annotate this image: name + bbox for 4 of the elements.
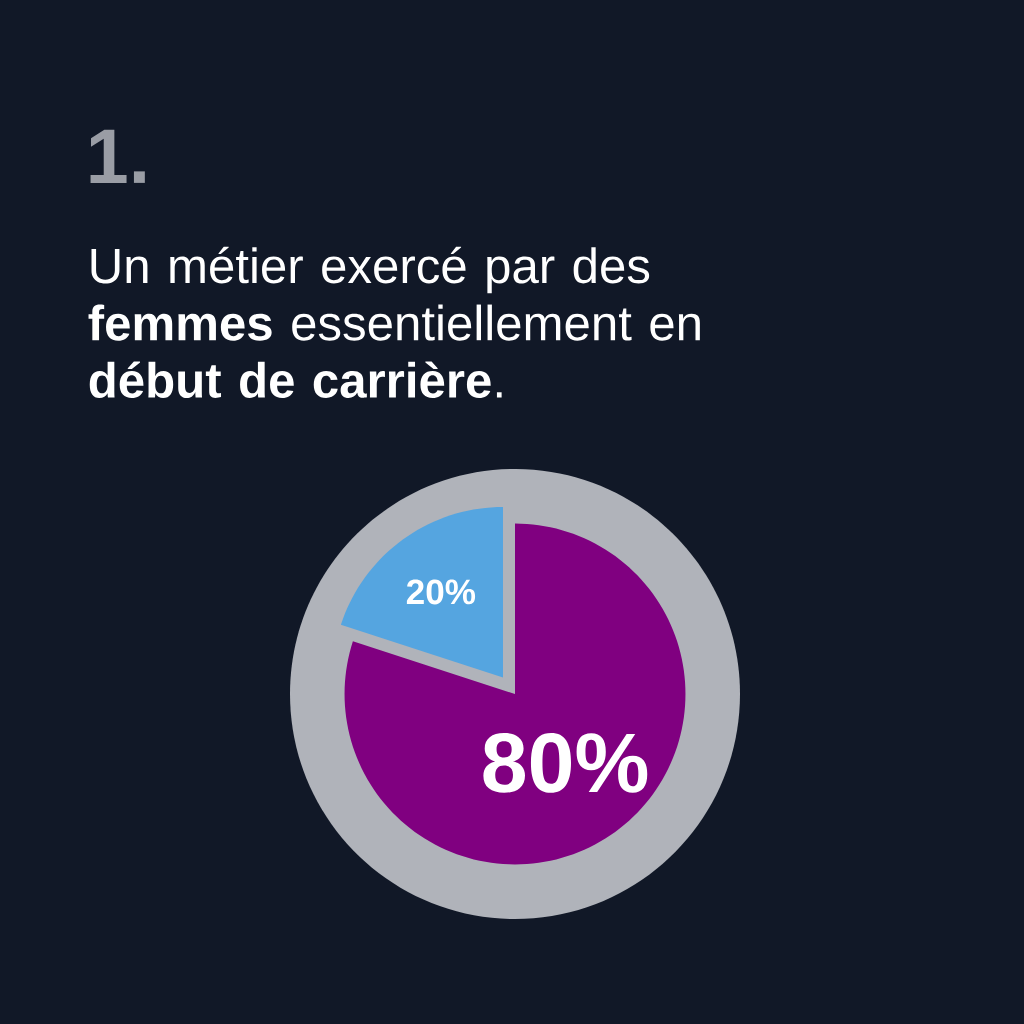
- data-label: 80%: [483, 733, 648, 793]
- chart-subtitle: Un métier exercé par des femmes essentiellement en début de carrière.: [88, 246, 700, 398]
- chart-title: 1.: [90, 129, 145, 183]
- data-label: 20%: [406, 579, 476, 605]
